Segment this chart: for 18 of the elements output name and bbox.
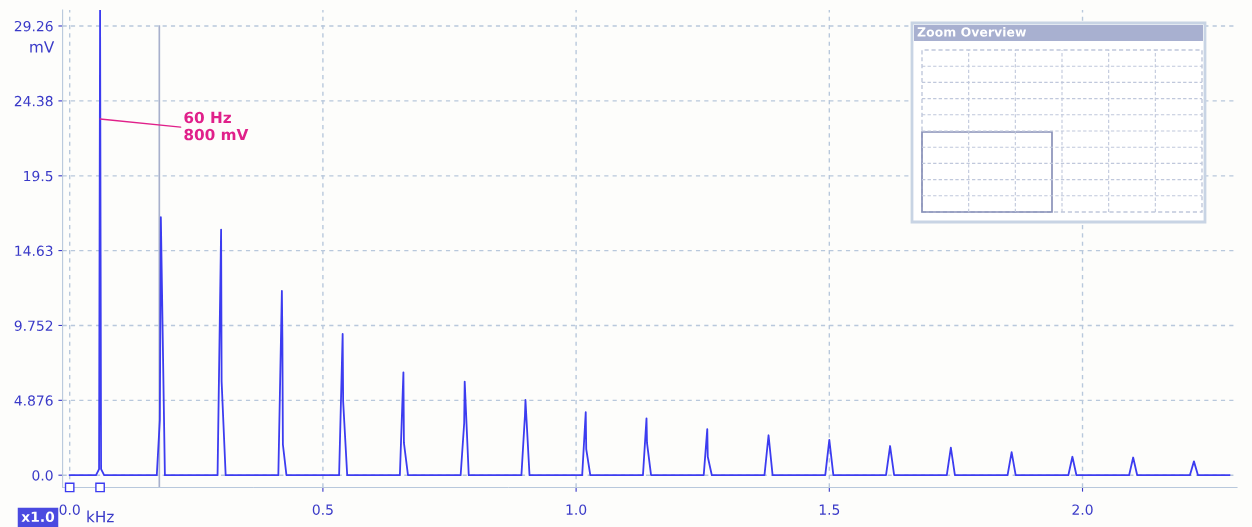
annotation: 60 Hz 800 mV: [184, 111, 249, 141]
text: x1.0: [21, 511, 55, 523]
y-tick-label: 4.876: [14, 395, 53, 406]
y-tick-label: 29.26: [14, 20, 53, 32]
x-tick-label: 0.5: [312, 504, 333, 515]
y-tick-label: 24.38: [14, 95, 53, 107]
x-tick-label: 0.0: [59, 504, 80, 515]
y-tick-label: 19.5: [24, 170, 53, 182]
x-tick-label: 1.5: [819, 504, 840, 515]
x-tick-label: 1.0: [566, 504, 587, 515]
line-series: [68, 10, 1231, 477]
y-tick-label: 14.63: [15, 245, 53, 257]
y-tick-label: 9.752: [14, 320, 53, 331]
y-tick-label: 0.0: [32, 470, 53, 481]
x-axis-title: kHz: [87, 510, 114, 523]
annotation: Zoom Overview: [917, 26, 1027, 37]
y-axis-title: mV: [30, 41, 55, 53]
x-tick-label: 2.0: [1072, 504, 1093, 515]
